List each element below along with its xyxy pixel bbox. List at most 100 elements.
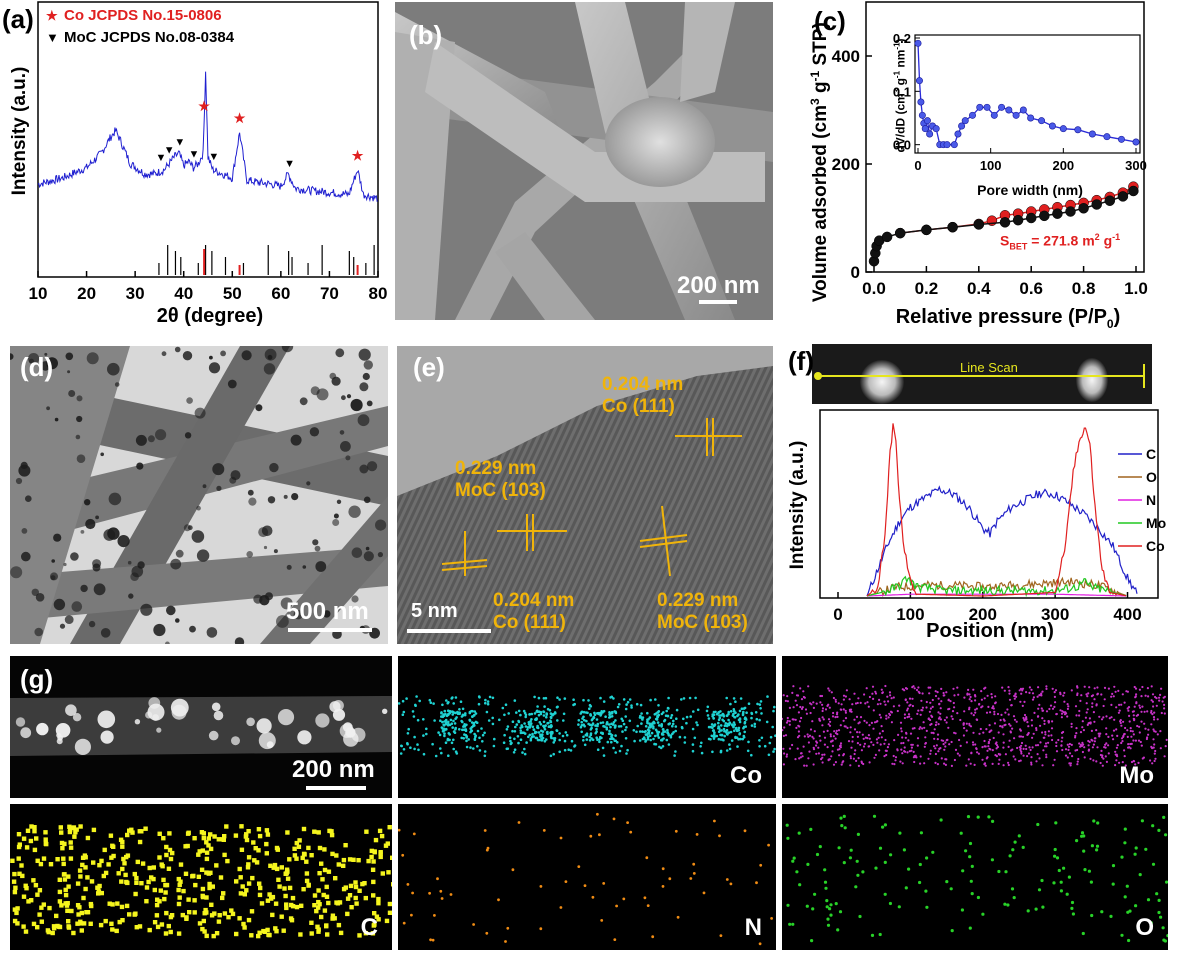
- eds-dot: [23, 929, 29, 934]
- xrd-chart-svg: ★ Co JCPDS No.15-0806▼ MoC JCPDS No.08-038…: [29, 1, 387, 303]
- eds-dot: [284, 905, 289, 911]
- eds-dot: [831, 715, 835, 718]
- eds-dot: [1141, 705, 1144, 708]
- psd-point: [1012, 111, 1020, 119]
- tem-particle: [182, 351, 193, 361]
- eds-dot: [225, 858, 230, 864]
- eds-dot: [602, 724, 605, 728]
- eds-dot: [788, 747, 792, 750]
- eds-dot: [1064, 754, 1068, 757]
- eds-dot: [1087, 869, 1091, 873]
- eds-dot: [319, 914, 324, 920]
- eds-dot: [1031, 692, 1035, 695]
- eds-dot: [593, 713, 597, 716]
- eds-dot: [759, 863, 763, 867]
- eds-dot: [657, 736, 661, 739]
- eds-dot: [937, 723, 940, 726]
- inset-xtick-label: 100: [980, 158, 1002, 173]
- eds-dot: [855, 859, 859, 863]
- xrd-pattern-line: [37, 71, 378, 203]
- tem-particle: [350, 398, 363, 412]
- inset-xlabel: Pore width (nm): [977, 182, 1083, 198]
- eds-dot: [859, 716, 863, 719]
- eds-dot: [873, 721, 877, 724]
- eds-dot: [1083, 746, 1086, 749]
- eds-dot: [1111, 864, 1116, 868]
- eds-dot: [251, 840, 256, 845]
- eds-dot: [792, 685, 795, 688]
- eds-dot: [1154, 749, 1157, 753]
- eds-dot: [161, 836, 166, 841]
- eds-dot: [612, 697, 615, 700]
- eds-dot: [561, 734, 565, 738]
- eds-dot: [918, 880, 922, 885]
- haadf-particle: [277, 709, 295, 726]
- tem-particle: [136, 462, 144, 470]
- eds-dot: [588, 703, 592, 707]
- eds-dot: [771, 725, 774, 729]
- eds-dot: [1111, 882, 1115, 886]
- eds-dot: [1149, 759, 1152, 762]
- eds-dot: [920, 699, 923, 702]
- eds-dot: [996, 744, 999, 747]
- tem-particle: [174, 346, 181, 353]
- eds-dot: [304, 878, 310, 884]
- haadf-particle: [20, 727, 32, 739]
- eds-dot: [817, 752, 820, 755]
- eds-dot: [836, 715, 839, 718]
- eds-dot: [1101, 756, 1104, 759]
- eds-dot: [904, 750, 907, 753]
- eds-dot: [1152, 716, 1156, 719]
- eds-scale-bar: [306, 786, 366, 790]
- eds-dot: [1085, 711, 1088, 714]
- eds-dot: [945, 691, 948, 694]
- eds-dot: [884, 738, 887, 742]
- eds-dot: [462, 737, 465, 740]
- eds-dot: [630, 706, 633, 709]
- eds-dot: [329, 832, 335, 838]
- eds-dot: [1074, 734, 1077, 737]
- eds-dot: [808, 734, 812, 737]
- eds-dot: [942, 691, 945, 695]
- eds-dot: [1025, 691, 1028, 694]
- eds-dot: [233, 833, 239, 838]
- eds-dot: [980, 698, 983, 701]
- eds-dot: [66, 924, 71, 929]
- eds-dot: [517, 741, 520, 745]
- eds-dot: [927, 686, 930, 689]
- eds-dot: [563, 748, 567, 752]
- eds-dot: [192, 910, 197, 915]
- eds-dot: [782, 747, 785, 750]
- psd-point: [914, 39, 922, 47]
- eds-dot: [450, 722, 454, 725]
- eds-dot: [1100, 749, 1103, 752]
- eds-dot: [774, 734, 776, 737]
- eds-dot: [1002, 741, 1005, 744]
- eds-dot: [24, 886, 29, 891]
- eds-dot: [837, 729, 841, 732]
- eds-dot: [13, 885, 18, 890]
- eds-dot: [387, 825, 392, 830]
- eds-dot: [723, 724, 727, 727]
- eds-dot: [945, 758, 948, 761]
- eds-dot: [986, 694, 989, 697]
- eds-dot: [1018, 760, 1021, 763]
- eds-dot: [832, 735, 835, 738]
- eds-dot: [483, 829, 487, 832]
- eds-dot: [497, 898, 500, 902]
- eds-dot: [711, 729, 715, 732]
- eds-dot: [564, 731, 568, 734]
- eds-dot: [1081, 931, 1085, 936]
- eds-dot: [582, 715, 585, 719]
- eds-dot: [786, 716, 789, 720]
- eds-dot: [840, 708, 843, 711]
- eds-dot: [851, 735, 854, 739]
- eds-dot: [1146, 898, 1151, 902]
- tem-particle: [140, 603, 153, 616]
- eds-dot: [111, 853, 116, 859]
- eds-dot: [1112, 738, 1115, 741]
- eds-dot: [1003, 902, 1007, 906]
- eds-dot: [519, 726, 522, 730]
- eds-dot: [881, 825, 885, 829]
- linescan-legend-label: N: [1146, 492, 1156, 508]
